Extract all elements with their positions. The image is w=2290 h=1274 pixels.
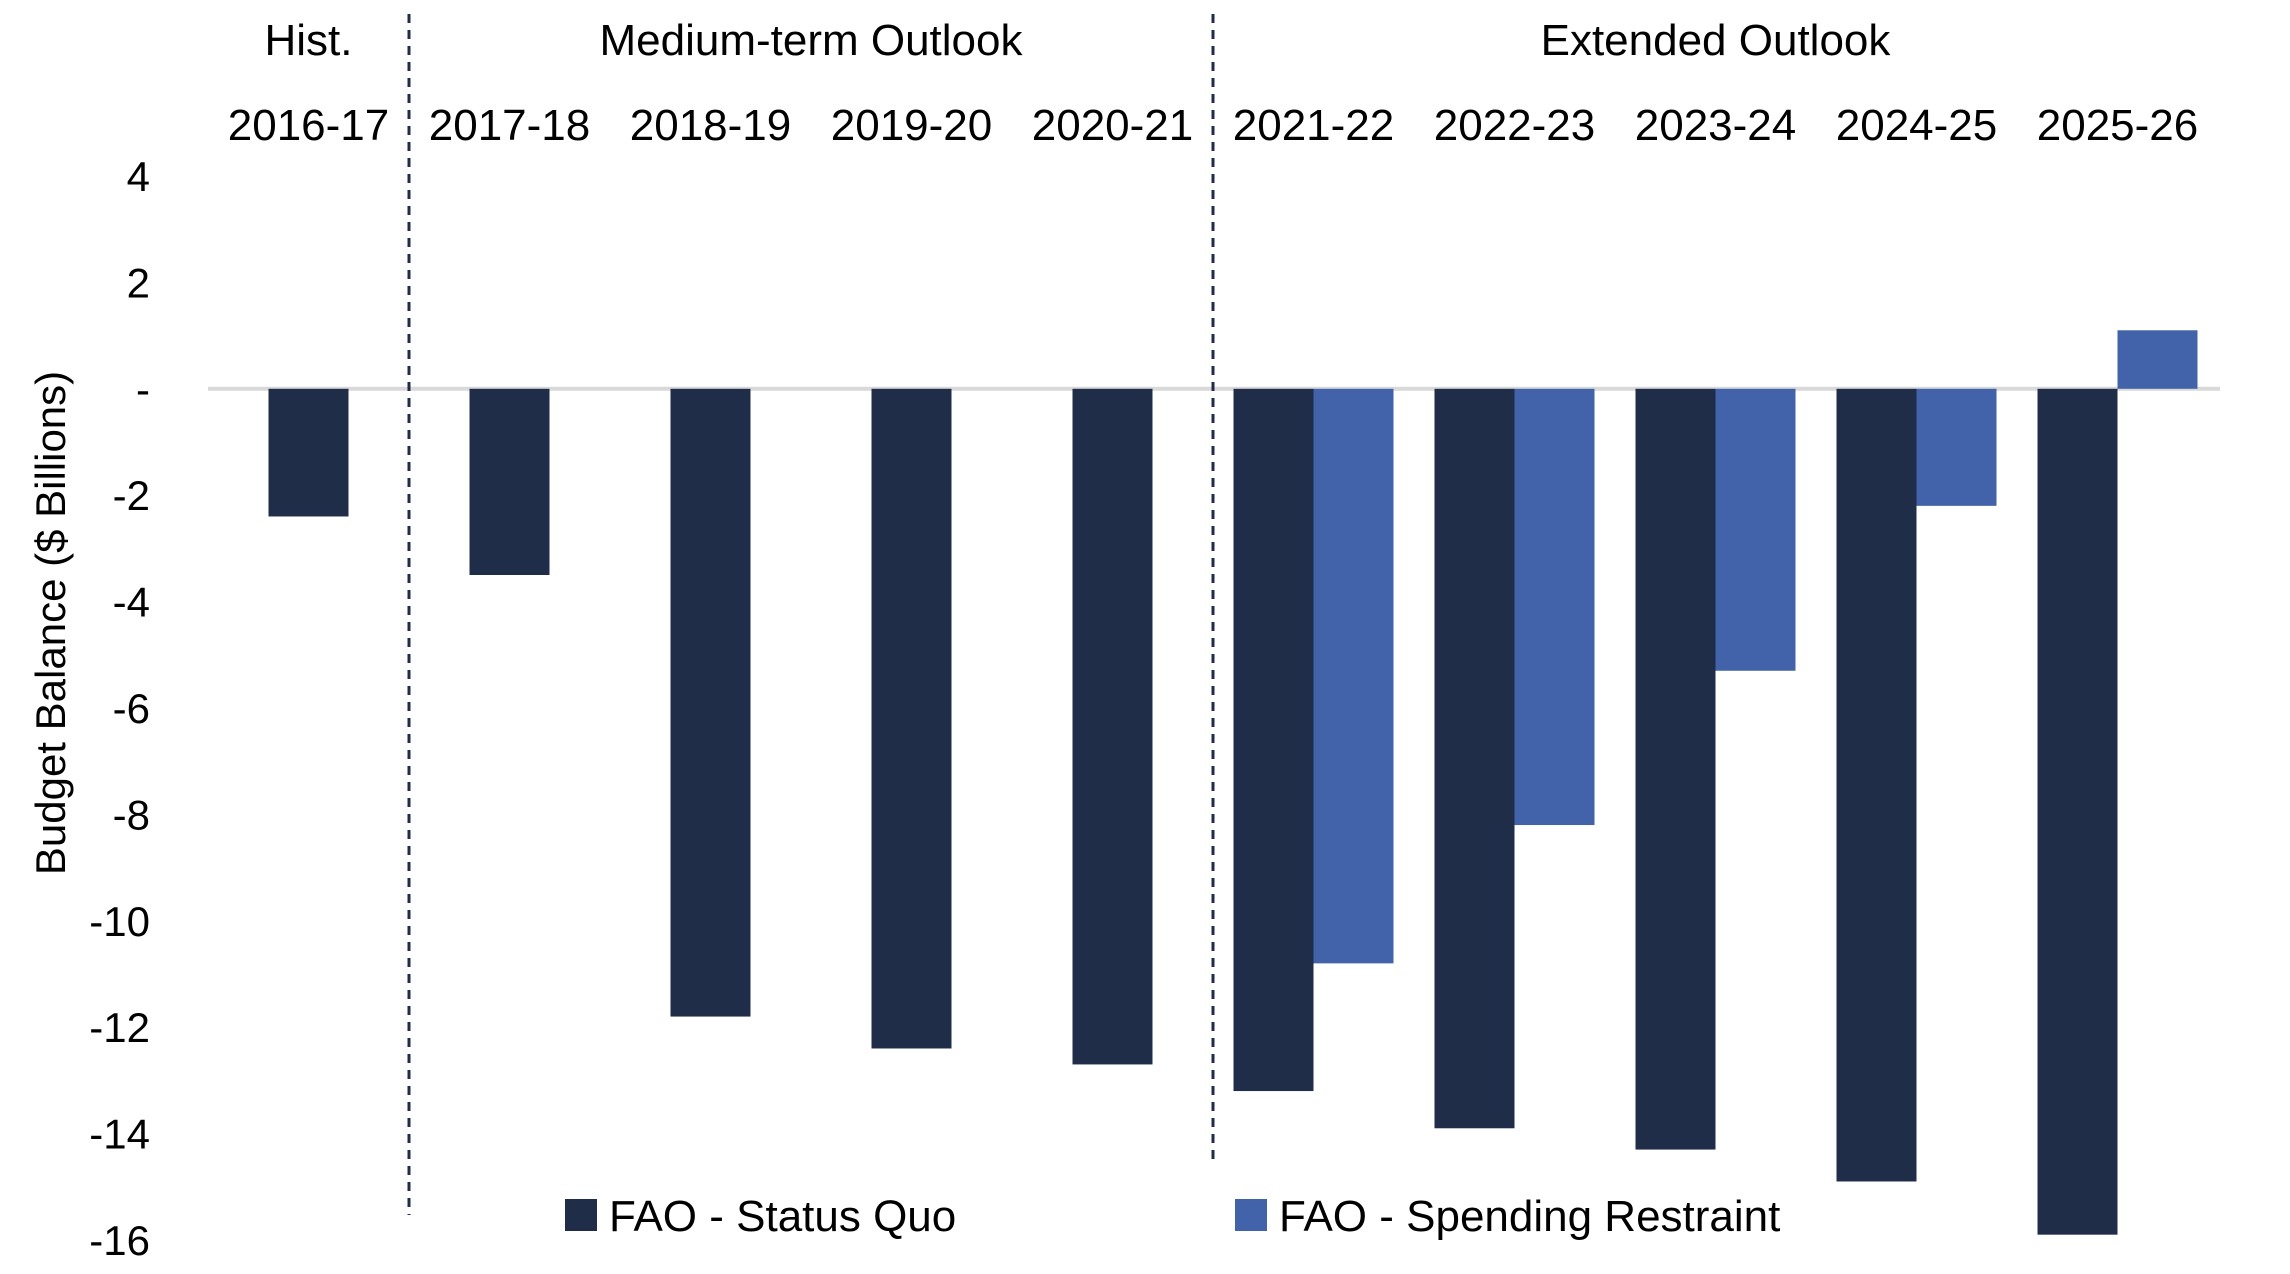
legend-swatch bbox=[1235, 1199, 1267, 1231]
bar-status-quo-2016-17 bbox=[268, 388, 349, 517]
legend-label: FAO - Spending Restraint bbox=[1279, 1192, 1780, 1241]
y-tick-label: -4 bbox=[113, 579, 150, 626]
y-axis-label: Budget Balance ($ Billions) bbox=[27, 371, 74, 875]
x-tick-label: 2016-17 bbox=[228, 101, 389, 150]
bar-status-quo-2021-22 bbox=[1233, 388, 1314, 1092]
legend: FAO - Status Quo FAO - Spending Restraint bbox=[565, 1192, 1780, 1241]
x-tick-label: 2018-19 bbox=[630, 101, 791, 150]
y-axis: 4 2 - -2 -4 -6 -8 -10 -12 -14 -16 bbox=[89, 153, 150, 1264]
x-tick-label: 2022-23 bbox=[1434, 101, 1595, 150]
x-tick-label: 2020-21 bbox=[1032, 101, 1193, 150]
y-tick-label: -16 bbox=[89, 1217, 150, 1264]
y-tick-label: 4 bbox=[127, 153, 150, 200]
bar-spending-restraint-2024-25 bbox=[1916, 388, 1997, 506]
period-group-labels: Hist. Medium-term Outlook Extended Outlook bbox=[265, 16, 1892, 65]
bar-status-quo-2024-25 bbox=[1836, 388, 1917, 1182]
x-tick-label: 2017-18 bbox=[429, 101, 590, 150]
legend-swatch bbox=[565, 1199, 597, 1231]
y-tick-label: -14 bbox=[89, 1111, 150, 1158]
x-tick-label: 2019-20 bbox=[831, 101, 992, 150]
y-tick-label: -2 bbox=[113, 472, 150, 519]
y-tick-label: - bbox=[136, 366, 150, 413]
bar-spending-restraint-2025-26 bbox=[2117, 330, 2198, 389]
period-group-label: Extended Outlook bbox=[1541, 16, 1892, 65]
legend-label: FAO - Status Quo bbox=[609, 1192, 956, 1241]
y-tick-label: -6 bbox=[113, 685, 150, 732]
period-group-label: Hist. bbox=[265, 16, 353, 65]
bar-status-quo-2022-23 bbox=[1434, 388, 1515, 1129]
x-tick-label: 2024-25 bbox=[1836, 101, 1997, 150]
y-tick-label: 2 bbox=[127, 259, 150, 306]
x-tick-label: 2023-24 bbox=[1635, 101, 1796, 150]
y-tick-label: -10 bbox=[89, 898, 150, 945]
x-axis-top: 2016-17 2017-18 2018-19 2019-20 2020-21 2021-… bbox=[228, 101, 2198, 150]
bar-status-quo-2025-26 bbox=[2037, 388, 2118, 1235]
bar-status-quo-2019-20 bbox=[871, 388, 952, 1049]
period-dividers bbox=[407, 14, 1215, 1215]
bar-status-quo-2023-24 bbox=[1635, 388, 1716, 1150]
bar-spending-restraint-2022-23 bbox=[1514, 388, 1595, 826]
y-tick-label: -12 bbox=[89, 1004, 150, 1051]
x-tick-label: 2025-26 bbox=[2037, 101, 2198, 150]
period-group-label: Medium-term Outlook bbox=[599, 16, 1023, 65]
y-tick-label: -8 bbox=[113, 791, 150, 838]
bar-status-quo-2020-21 bbox=[1072, 388, 1153, 1065]
bars-layer bbox=[268, 330, 2198, 1235]
bar-spending-restraint-2023-24 bbox=[1715, 388, 1796, 671]
bar-spending-restraint-2021-22 bbox=[1313, 388, 1394, 964]
x-tick-label: 2021-22 bbox=[1233, 101, 1394, 150]
bar-status-quo-2018-19 bbox=[670, 388, 751, 1017]
bar-status-quo-2017-18 bbox=[469, 388, 550, 575]
